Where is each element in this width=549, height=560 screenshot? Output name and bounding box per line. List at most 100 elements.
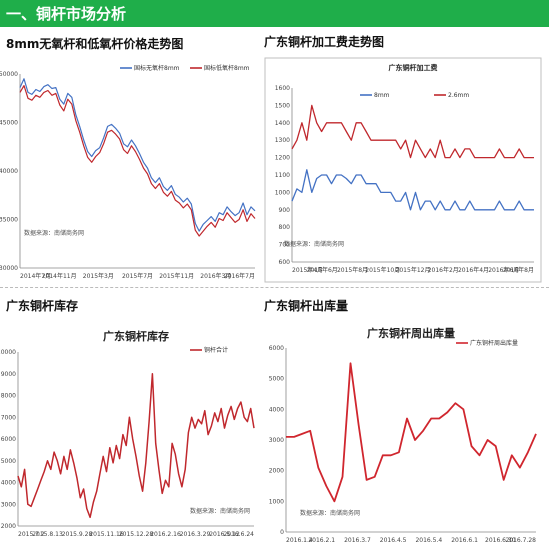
y-tick-label: 700 bbox=[279, 242, 291, 249]
data-source-note: 数据来源：南储商务网 bbox=[300, 509, 360, 517]
y-tick-label: 5000 bbox=[269, 376, 284, 383]
x-tick-label: 2016.1.4 bbox=[286, 537, 313, 544]
chart-outbound: 广东铜杆周出库量 6000 5000 4000 3000 2000 1000 0 2016.1.… bbox=[264, 316, 544, 552]
x-tick-label: 2016.7.28 bbox=[505, 537, 536, 544]
x-tick-label: 2016年2月 bbox=[428, 266, 459, 274]
panel-title-inventory: 广东铜杆库存 bbox=[6, 299, 79, 313]
y-tick-label: 1000 bbox=[269, 498, 284, 505]
x-tick-label: 2015年7月 bbox=[122, 272, 153, 280]
x-tick-label: 2016年8月 bbox=[503, 266, 534, 274]
x-tick-label: 2016.6.1 bbox=[451, 537, 478, 544]
y-tick-label: 7000 bbox=[1, 414, 16, 421]
legend-label: 广东铜杆周出库量 bbox=[470, 339, 518, 347]
x-tick-label: 2016.5.4 bbox=[415, 537, 442, 544]
data-source-note: 数据来源：南储商务网 bbox=[284, 240, 344, 248]
y-tick-label: 1300 bbox=[275, 137, 290, 144]
x-tick-label: 2015.7.2 bbox=[18, 531, 45, 538]
chart-title: 广东铜杆加工费 bbox=[389, 63, 438, 72]
x-tick-label: 2015年8月 bbox=[337, 266, 368, 274]
y-tick-label: 1400 bbox=[275, 120, 290, 127]
x-tick-label: 2016年7月 bbox=[224, 272, 255, 280]
x-tick-label: 2015.11.16 bbox=[89, 531, 124, 538]
x-tick-label: 2015.12.28 bbox=[119, 531, 154, 538]
panel-title-outbound: 广东铜杆出库量 bbox=[264, 299, 349, 313]
series-line-1 bbox=[291, 104, 534, 159]
x-tick-label: 2015年4月 bbox=[292, 266, 323, 274]
x-tick-label: 2016.6.30 bbox=[485, 537, 516, 544]
chart-title: 广东铜杆周出库量 bbox=[367, 326, 455, 340]
y-tick-label: 3000 bbox=[269, 437, 284, 444]
legend-label: 铜杆合计 bbox=[204, 346, 228, 354]
x-tick-label: 2016.3.29 bbox=[180, 531, 211, 538]
fee-chart-svg: 广东铜杆加工费 1600 1500 1400 1300 1200 1100 1000 900 80… bbox=[264, 57, 542, 283]
y-tick-label: 0 bbox=[280, 529, 284, 536]
y-tick-label: 800 bbox=[279, 224, 291, 231]
data-source-note: 数据来源：南储商务网 bbox=[24, 229, 84, 237]
x-tick-label: 2016.4.5 bbox=[380, 537, 407, 544]
x-tick-label: 2016年4月 bbox=[458, 266, 489, 274]
chart-fee: 广东铜杆加工费 1600 1500 1400 1300 1200 1100 1000 900 80… bbox=[264, 52, 544, 284]
section-divider bbox=[0, 287, 549, 288]
data-source-note: 数据来源：南储商务网 bbox=[190, 507, 250, 515]
x-tick-label: 2015.8.13 bbox=[32, 531, 63, 538]
y-tick-label: 50000 bbox=[0, 71, 18, 78]
series-line-0 bbox=[19, 78, 256, 232]
y-tick-label: 45000 bbox=[0, 120, 18, 127]
series-line-1 bbox=[19, 84, 256, 237]
x-tick-label: 2016年3月 bbox=[200, 272, 231, 280]
y-tick-label: 30000 bbox=[0, 265, 18, 272]
series-line-0 bbox=[17, 373, 255, 519]
x-tick-label: 2015年12月 bbox=[396, 266, 431, 274]
outbound-chart-svg: 广东铜杆周出库量 6000 5000 4000 3000 2000 1000 02016.1.… bbox=[269, 326, 537, 544]
y-tick-label: 4000 bbox=[269, 406, 284, 413]
x-tick-label: 2015.9.28 bbox=[62, 531, 93, 538]
panel-title-fee: 广东铜杆加工费走势图 bbox=[264, 35, 385, 49]
x-tick-label: 2016.5.12 bbox=[209, 531, 240, 538]
section-banner: 一、铜杆市场分析 bbox=[0, 0, 549, 27]
y-tick-label: 2000 bbox=[269, 468, 284, 475]
series-line-0 bbox=[286, 362, 537, 503]
y-tick-label: 5000 bbox=[1, 458, 16, 465]
y-tick-label: 1200 bbox=[275, 155, 290, 162]
panel-title-price: 8mm无氧杆和低氧杆价格走势图 bbox=[6, 37, 184, 51]
legend-label: 8mm bbox=[374, 92, 390, 99]
y-tick-label: 1000 bbox=[275, 189, 290, 196]
y-tick-label: 6000 bbox=[1, 436, 16, 443]
x-tick-label: 2014年7月 bbox=[20, 272, 51, 280]
legend-label: 国标无氧杆8mm bbox=[134, 64, 180, 72]
x-tick-label: 2016.2.16 bbox=[150, 531, 181, 538]
chart-title: 广东铜杆库存 bbox=[103, 329, 169, 343]
y-tick-label: 4000 bbox=[1, 480, 16, 487]
y-tick-label: 6000 bbox=[269, 345, 284, 352]
chart-frame bbox=[264, 57, 542, 283]
legend-label: 国标低氧杆8mm bbox=[204, 64, 250, 72]
x-tick-label: 2016年6月 bbox=[488, 266, 519, 274]
x-tick-label: 2015年6月 bbox=[307, 266, 338, 274]
series-line-0 bbox=[291, 169, 534, 211]
y-tick-label: 2000 bbox=[1, 523, 16, 530]
x-tick-label: 2015年3月 bbox=[83, 272, 114, 280]
y-tick-label: 40000 bbox=[0, 168, 18, 175]
y-tick-label: 600 bbox=[279, 259, 291, 266]
price-chart-svg: 50000 45000 40000 35000 300002014年7月2014年11月… bbox=[0, 64, 256, 280]
legend-label: 2.6mm bbox=[448, 92, 469, 99]
x-tick-label: 2015年10月 bbox=[365, 266, 400, 274]
y-tick-label: 35000 bbox=[0, 217, 18, 224]
x-tick-label: 2015年11月 bbox=[159, 272, 194, 280]
y-tick-label: 1600 bbox=[275, 85, 290, 92]
y-tick-label: 8000 bbox=[1, 393, 16, 400]
y-tick-label: 1500 bbox=[275, 102, 290, 109]
x-tick-label: 2014年11月 bbox=[42, 272, 77, 280]
section-title: 一、铜杆市场分析 bbox=[6, 5, 127, 23]
x-tick-label: 2016.2.1 bbox=[308, 537, 335, 544]
y-tick-label: 9000 bbox=[1, 371, 16, 378]
x-tick-label: 2016.6.24 bbox=[223, 531, 254, 538]
chart-price: 50000 45000 40000 35000 30000 2014年7月 2014年11月… bbox=[0, 52, 258, 284]
y-tick-label: 1100 bbox=[275, 172, 290, 179]
y-tick-label: 900 bbox=[279, 207, 291, 214]
y-tick-label: 3000 bbox=[1, 501, 16, 508]
x-tick-label: 2016.3.7 bbox=[344, 537, 371, 544]
